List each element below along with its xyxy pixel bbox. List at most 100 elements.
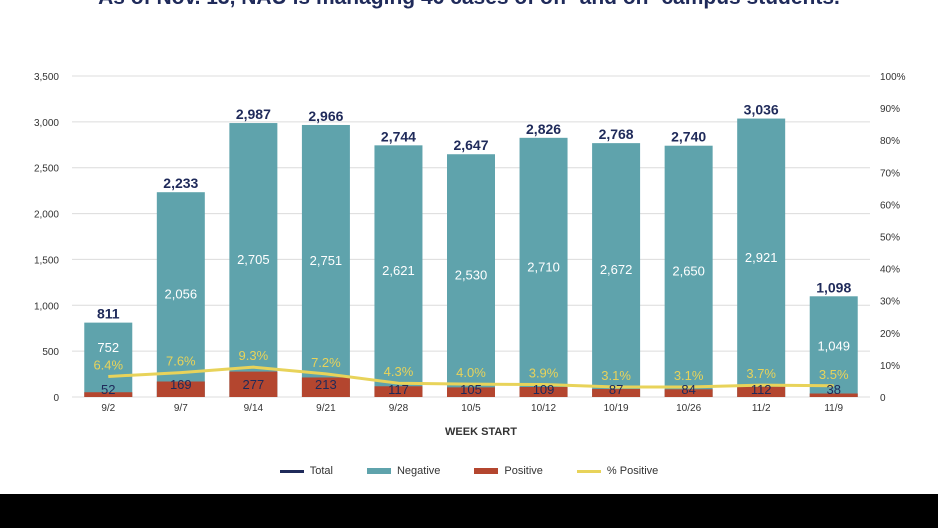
y2-tick-label: 10% [880,361,900,372]
total-label: 2,647 [453,137,488,153]
legend-swatch-positive [474,468,499,474]
y-tick-label: 500 [42,347,59,358]
y-tick-label: 3,500 [34,72,59,83]
pct-positive-label: 6.4% [93,357,123,372]
bar-negative [229,123,278,397]
total-label: 1,098 [816,279,851,295]
legend: Total Negative Positive % Positive [0,465,938,477]
bar-positive [737,386,786,397]
y-tick-label: 2,500 [34,164,59,175]
chart-title: As of Nov. 13, NAU is managing 46 cases … [0,0,938,10]
x-tick-label: 9/7 [174,403,188,414]
bar-chart: 0 500 1,000 1,500 2,000 2,500 3,000 3,500 0 10% 2… [34,72,906,438]
y2-tick-label: 80% [880,136,900,147]
y2-tick-label: 100% [880,72,906,83]
bar-negative [664,145,713,397]
legend-item-positive: Positive [474,465,543,477]
negative-label: 1,049 [817,339,850,354]
x-tick-label: 9/2 [101,403,115,414]
pct-positive-label: 9.3% [239,348,269,363]
pct-positive-label: 4.3% [384,364,414,379]
y-axis-right: 0 10% 20% 30% 40% 50% 60% 70% 80% 90% 100% [880,72,906,404]
positive-label: 112 [751,382,772,397]
x-tick-label: 9/14 [244,403,264,414]
pct-positive-label: 7.6% [166,354,196,369]
total-label: 3,036 [744,102,779,118]
y2-tick-label: 30% [880,297,900,308]
y2-tick-label: 20% [880,329,900,340]
bar-negative [447,154,495,397]
bar-positive [664,389,713,397]
pct-positive-label: 3.1% [674,368,704,383]
bar-positive [229,371,278,397]
bar-negative [156,192,205,397]
x-tick-label: 10/5 [461,403,481,414]
footer-bar [0,494,938,528]
positive-label: 213 [315,377,337,392]
positive-label: 105 [460,382,482,397]
positive-label: 169 [170,377,192,392]
legend-item-pct-positive: % Positive [576,465,659,477]
bar-positive [519,387,568,397]
negative-label: 2,056 [165,287,198,302]
bar-positive [156,381,205,397]
pct-positive-label: 4.0% [456,365,486,380]
legend-label-negative: Negative [396,465,441,477]
bar-negative [809,296,858,397]
y2-tick-label: 50% [880,233,900,244]
y-tick-label: 1,000 [34,301,59,312]
bar-negative [374,145,423,397]
bar-positive [592,389,641,397]
total-label: 2,768 [599,126,634,142]
bar-positive [301,377,350,397]
negative-label: 2,672 [600,262,633,277]
x-tick-label: 9/21 [316,403,336,414]
x-axis-title: WEEK START [445,426,517,438]
total-label: 2,966 [308,108,343,124]
legend-swatch-total [279,469,304,473]
pct-positive-label: 3.5% [819,367,849,382]
positive-label: 109 [533,382,555,397]
bar-negative [301,124,350,397]
negative-label: 2,650 [672,263,705,278]
legend-swatch-pct-positive [576,469,601,473]
y2-tick-label: 70% [880,168,900,179]
x-tick-label: 9/28 [389,403,409,414]
bar-positive [447,387,495,397]
legend-item-total: Total [279,465,333,477]
data-labels: 811 752 52 2,233 2,056 169 2,987 2,705 277 2,966 2… [93,102,851,397]
x-tick-label: 11/9 [824,403,843,414]
bars [84,118,858,398]
negative-label: 2,530 [455,268,488,283]
y-tick-label: 0 [53,393,59,404]
negative-label: 752 [97,340,119,355]
y-tick-label: 1,500 [34,255,59,266]
total-label: 2,744 [381,128,416,144]
positive-label: 84 [681,382,695,397]
y2-tick-label: 90% [880,104,900,115]
y2-tick-label: 40% [880,265,900,276]
bar-negative [592,143,641,397]
x-tick-label: 10/26 [676,403,701,414]
y-tick-label: 3,000 [34,118,59,129]
pct-positive-label: 7.2% [311,355,341,370]
bar-negative [84,322,133,397]
pct-positive-label: 3.7% [746,366,776,381]
x-tick-label: 10/19 [604,403,629,414]
negative-label: 2,621 [382,263,415,278]
total-label: 2,826 [526,121,561,137]
total-label: 2,987 [236,106,271,122]
legend-label-pct-positive: % Positive [606,465,659,477]
bar-positive [84,392,133,397]
negative-label: 2,705 [237,252,270,267]
pct-positive-line [108,365,834,389]
positive-label: 277 [243,377,265,392]
legend-label-total: Total [309,465,333,477]
positive-label: 38 [826,382,840,397]
x-axis: 9/2 9/7 9/14 9/21 9/28 10/5 10/12 10/19 10/26 11/… [101,403,843,414]
negative-label: 2,710 [527,259,560,274]
legend-item-negative: Negative [366,465,441,477]
total-label: 2,233 [163,175,198,191]
positive-label: 117 [388,382,409,397]
x-tick-label: 11/2 [752,403,771,414]
